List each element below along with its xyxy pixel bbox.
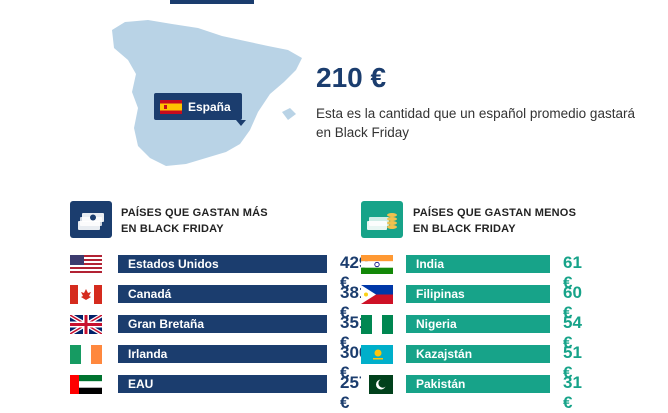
country-bar: Nigeria (406, 315, 550, 333)
map-label-text: España (188, 99, 231, 114)
country-bar: Canadá (118, 285, 327, 303)
india-flag-icon (361, 255, 393, 274)
country-bar: Irlanda (118, 345, 327, 363)
country-bar: EAU (118, 375, 327, 393)
country-value: 61 € (563, 253, 582, 292)
pakistan-flag-icon (361, 375, 393, 394)
money-coins-icon (361, 201, 403, 238)
country-value: 51 € (563, 343, 582, 382)
country-bar: Estados Unidos (118, 255, 327, 273)
kazakhstan-flag-icon (361, 345, 393, 364)
country-value: 60 € (563, 283, 582, 322)
spain-description: Esta es la cantidad que un español prome… (316, 106, 635, 140)
country-value: 54 € (563, 313, 582, 352)
nigeria-flag-icon (361, 315, 393, 334)
canada-flag-icon (70, 285, 102, 304)
money-stack-icon (70, 201, 112, 238)
country-bar: Pakistán (406, 375, 550, 393)
country-bar: Kazajstán (406, 345, 550, 363)
uae-flag-icon (70, 375, 102, 394)
philippines-flag-icon (361, 285, 393, 304)
spain-flag-icon (160, 99, 182, 114)
ireland-flag-icon (70, 345, 102, 364)
country-bar: Gran Bretaña (118, 315, 327, 333)
country-value: 31 € (563, 373, 582, 412)
uk-flag-icon (70, 315, 102, 334)
usa-flag-icon (70, 255, 102, 274)
spain-map-label: España (154, 93, 246, 126)
top-decoration-bar (170, 0, 254, 4)
least-spending-title: PAÍSES QUE GASTAN MENOS EN BLACK FRIDAY (413, 207, 577, 235)
most-spending-title: PAÍSES QUE GASTAN MÁS EN BLACK FRIDAY (121, 207, 268, 235)
spain-amount: 210 € (316, 62, 387, 93)
country-bar: Filipinas (406, 285, 550, 303)
country-bar: India (406, 255, 550, 273)
